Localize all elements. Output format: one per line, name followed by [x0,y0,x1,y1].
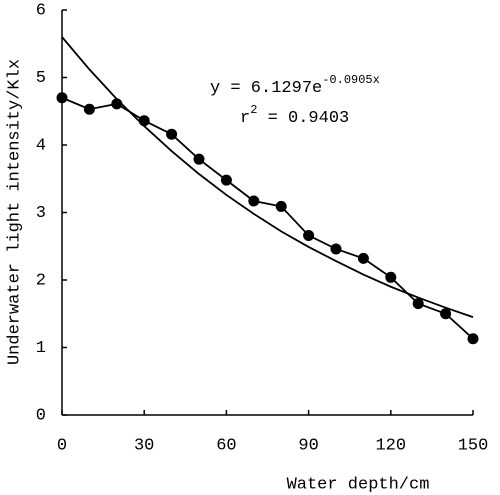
r-value: = 0.9403 [257,109,349,128]
x-axis-label: Water depth/cm [287,475,430,494]
data-point [440,308,452,320]
data-point [193,153,205,165]
x-tick-label: 30 [134,436,154,455]
y-tick-label: 2 [36,271,46,290]
y-tick-label: 3 [36,204,46,223]
r-power: 2 [250,103,257,117]
x-tick-label: 60 [216,436,236,455]
r-squared: r2 = 0.9403 [240,103,349,128]
y-tick-label: 6 [36,1,46,20]
y-tick-label: 0 [36,406,46,425]
data-point [412,298,424,310]
x-tick-label: 120 [375,436,406,455]
equation-base: y = 6.1297e [210,79,322,98]
data-point [138,115,150,127]
data-point [467,333,479,345]
data-point [275,200,287,212]
data-point [56,92,68,104]
y-tick-label: 1 [36,339,46,358]
data-point [385,271,397,283]
x-tick-label: 90 [298,436,318,455]
equation: y = 6.1297e-0.0905x [210,73,380,98]
r-symbol: r [240,109,250,128]
data-point [166,128,178,140]
y-tick-label: 4 [36,136,46,155]
data-point [357,252,369,264]
data-point [330,243,342,255]
data-point [83,103,95,115]
data-point [303,229,315,241]
x-tick-label: 0 [57,436,67,455]
y-axis-label: Underwater light intensity/Klx [5,59,24,365]
equation-exponent: -0.0905x [322,73,380,87]
data-point [220,174,232,186]
y-tick-label: 5 [36,69,46,88]
data-line [61,96,474,340]
data-point [248,195,260,207]
fit-curve [61,36,474,318]
x-tick-label: 150 [458,436,489,455]
